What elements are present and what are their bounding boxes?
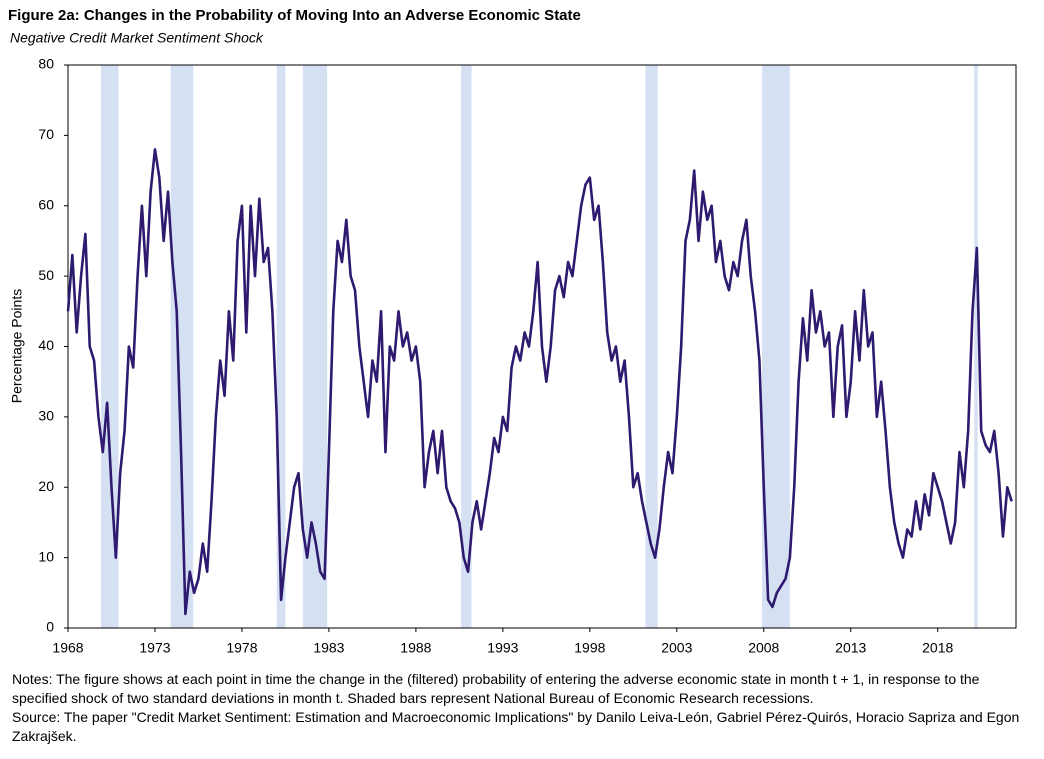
notes-block: Notes: The figure shows at each point in… xyxy=(12,670,1032,746)
x-tick-label: 2013 xyxy=(835,640,866,656)
y-tick-label: 10 xyxy=(38,548,54,564)
x-tick-label: 2018 xyxy=(922,640,953,656)
x-tick-label: 1978 xyxy=(226,640,257,656)
x-tick-label: 1988 xyxy=(400,640,431,656)
y-tick-label: 20 xyxy=(38,478,54,494)
y-tick-label: 40 xyxy=(38,337,54,353)
x-tick-label: 1983 xyxy=(313,640,344,656)
x-tick-label: 1993 xyxy=(487,640,518,656)
chart: Figure 2a: Changes in the Probability of… xyxy=(8,7,1017,656)
x-tick-label: 2003 xyxy=(661,640,692,656)
y-tick-label: 50 xyxy=(38,267,54,283)
y-tick-label: 0 xyxy=(46,619,54,635)
x-tick-label: 1968 xyxy=(52,640,83,656)
notes: Notes: The figure shows at each point in… xyxy=(12,671,980,706)
recession-band xyxy=(101,65,119,628)
y-axis-label: Percentage Points xyxy=(9,289,25,403)
y-tick-label: 80 xyxy=(38,56,54,72)
recession-band xyxy=(645,65,658,628)
chart-title: Figure 2a: Changes in the Probability of… xyxy=(8,7,581,24)
data-line xyxy=(66,148,1013,616)
recession-band xyxy=(974,65,978,628)
x-tick-label: 1998 xyxy=(574,640,605,656)
x-tick-label: 2008 xyxy=(748,640,779,656)
y-tick-label: 70 xyxy=(38,126,54,142)
chart-subtitle: Negative Credit Market Sentiment Shock xyxy=(10,30,264,46)
y-tick-label: 30 xyxy=(38,408,54,424)
y-tick-label: 60 xyxy=(38,196,54,212)
recession-band xyxy=(170,65,194,628)
recession-band xyxy=(276,65,286,628)
source: Source: The paper "Credit Market Sentime… xyxy=(12,709,1020,744)
x-tick-label: 1973 xyxy=(139,640,170,656)
recession-band xyxy=(461,65,472,628)
